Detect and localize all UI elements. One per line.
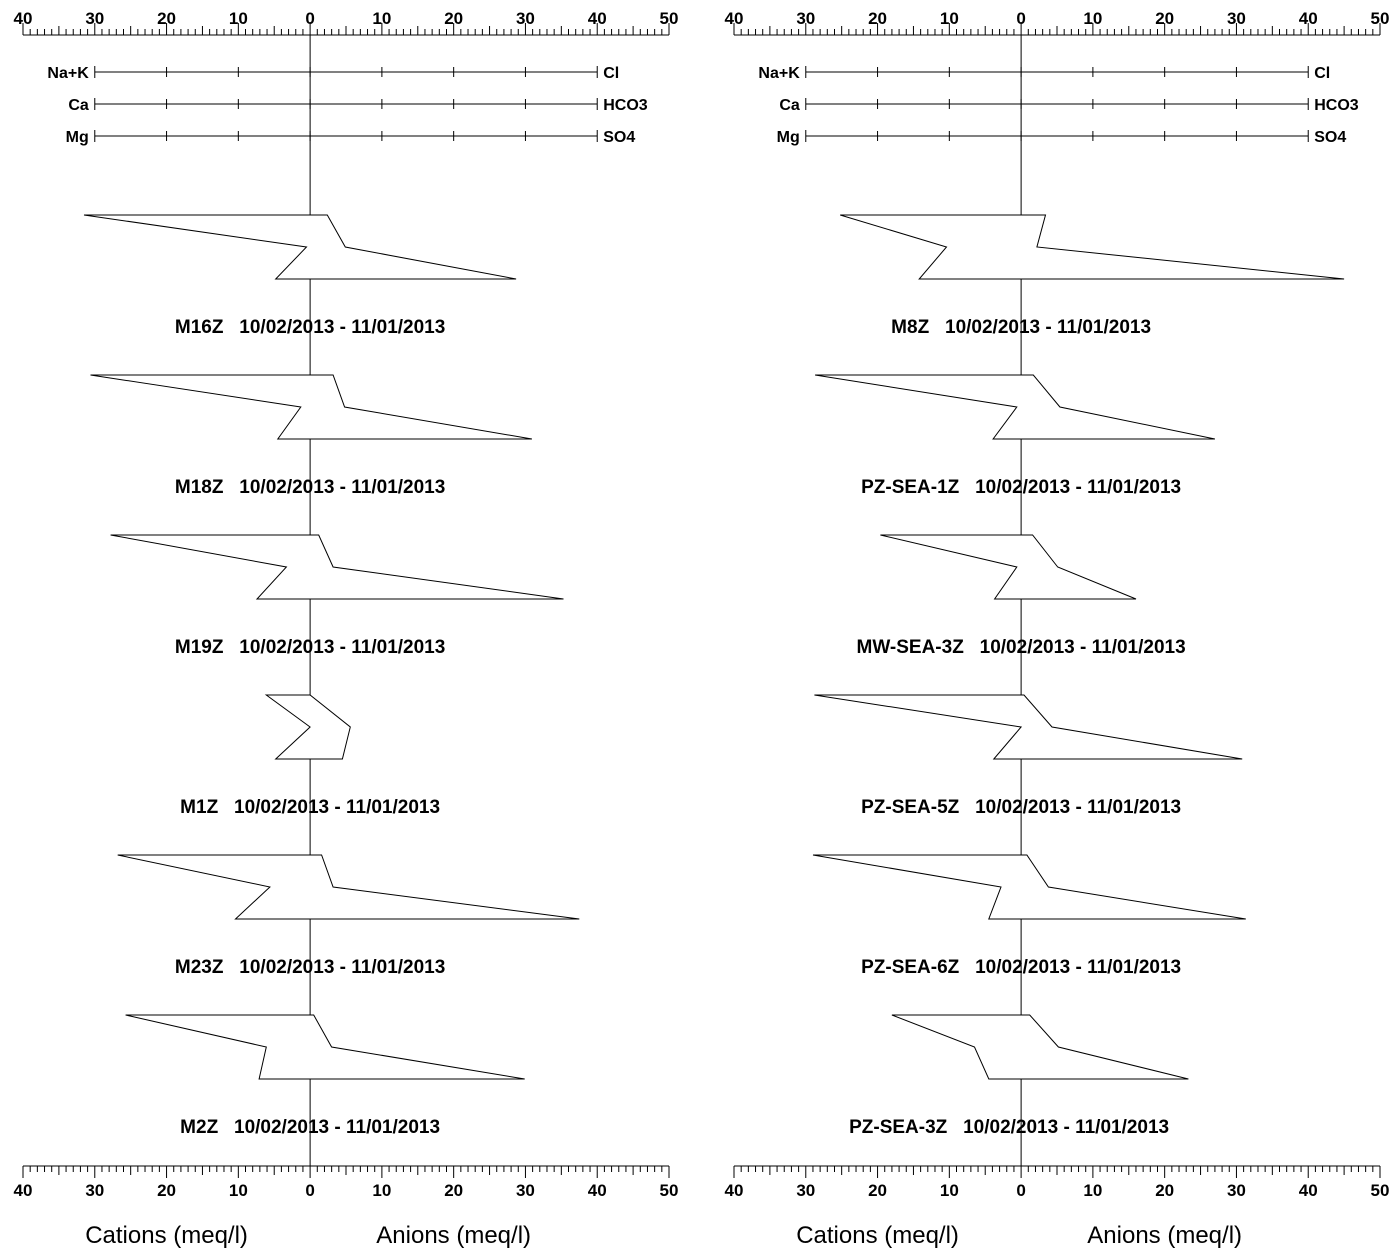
bottom-tick-label: 20 — [868, 1181, 887, 1200]
top-tick-label: 30 — [1227, 9, 1246, 28]
top-tick-label: 40 — [588, 9, 607, 28]
stiff-polygon — [812, 854, 1246, 920]
bottom-tick-label: 0 — [305, 1181, 314, 1200]
anion-label: SO4 — [603, 129, 635, 146]
stiff-polygon — [891, 1014, 1189, 1080]
anion-label: HCO3 — [603, 97, 648, 114]
stiff-panel-2: 40 30 20 10 0 10 20 30 40 50 40 30 20 10 0 10 20 30 40 50 Na… — [725, 9, 1390, 1249]
bottom-tick-label: 40 — [725, 1181, 744, 1200]
sample-label: M1Z 10/02/2013 - 11/01/2013 — [180, 797, 440, 818]
top-tick-label: 20 — [1155, 9, 1174, 28]
bottom-tick-label: 30 — [516, 1181, 535, 1200]
sample-label: M23Z 10/02/2013 - 11/01/2013 — [175, 957, 445, 978]
bottom-tick-label: 40 — [1299, 1181, 1318, 1200]
stiff-polygon — [125, 1014, 525, 1080]
stiff-polygon — [110, 534, 564, 600]
sample-label: M2Z 10/02/2013 - 11/01/2013 — [180, 1117, 440, 1138]
top-tick-label: 10 — [1083, 9, 1102, 28]
cation-label: Mg — [66, 129, 89, 146]
sample-label: PZ-SEA-5Z 10/02/2013 - 11/01/2013 — [861, 797, 1181, 818]
top-tick-label: 20 — [444, 9, 463, 28]
stiff-polygon — [840, 214, 1345, 280]
bottom-tick-label: 40 — [14, 1181, 33, 1200]
cation-label: Mg — [777, 129, 800, 146]
bottom-tick-label: 0 — [1016, 1181, 1025, 1200]
bottom-tick-label: 10 — [1083, 1181, 1102, 1200]
stiff-polygon — [90, 374, 532, 440]
cation-label: Na+K — [47, 65, 89, 82]
anion-label: SO4 — [1314, 129, 1346, 146]
top-tick-label: 10 — [229, 9, 248, 28]
anions-axis-title: Anions (meq/l) — [376, 1222, 531, 1249]
bottom-tick-label: 30 — [796, 1181, 815, 1200]
top-tick-label: 20 — [157, 9, 176, 28]
top-tick-label: 40 — [725, 9, 744, 28]
bottom-tick-label: 10 — [229, 1181, 248, 1200]
bottom-tick-label: 50 — [1371, 1181, 1390, 1200]
top-tick-label: 30 — [796, 9, 815, 28]
top-tick-label: 0 — [305, 9, 314, 28]
cations-axis-title: Cations (meq/l) — [85, 1222, 248, 1249]
bottom-tick-label: 40 — [588, 1181, 607, 1200]
anion-label: Cl — [1314, 65, 1330, 82]
bottom-tick-label: 30 — [85, 1181, 104, 1200]
stiff-polygon — [880, 534, 1137, 600]
top-tick-label: 20 — [868, 9, 887, 28]
sample-label: PZ-SEA-6Z 10/02/2013 - 11/01/2013 — [861, 957, 1181, 978]
sample-label: MW-SEA-3Z 10/02/2013 - 11/01/2013 — [857, 637, 1186, 658]
bottom-tick-label: 10 — [372, 1181, 391, 1200]
sample-label: M18Z 10/02/2013 - 11/01/2013 — [175, 477, 445, 498]
sample-label: PZ-SEA-1Z 10/02/2013 - 11/01/2013 — [861, 477, 1181, 498]
cation-label: Na+K — [758, 65, 800, 82]
sample-label: M8Z 10/02/2013 - 11/01/2013 — [891, 317, 1151, 338]
bottom-tick-label: 50 — [660, 1181, 679, 1200]
top-tick-label: 40 — [14, 9, 33, 28]
stiff-polygon — [814, 694, 1243, 760]
bottom-tick-label: 30 — [1227, 1181, 1246, 1200]
top-tick-label: 10 — [372, 9, 391, 28]
bottom-tick-label: 10 — [940, 1181, 959, 1200]
anions-axis-title: Anions (meq/l) — [1087, 1222, 1242, 1249]
bottom-tick-label: 20 — [157, 1181, 176, 1200]
top-tick-label: 0 — [1016, 9, 1025, 28]
stiff-panel-1: 40 30 20 10 0 10 20 30 40 50 40 30 20 10 0 10 20 30 40 50 Na… — [14, 9, 679, 1249]
cation-label: Ca — [779, 97, 800, 114]
bottom-tick-label: 20 — [1155, 1181, 1174, 1200]
sample-label: PZ-SEA-3Z 10/02/2013 - 11/01/2013 — [849, 1117, 1169, 1138]
anion-label: HCO3 — [1314, 97, 1359, 114]
stiff-polygon — [83, 214, 517, 280]
sample-label: M19Z 10/02/2013 - 11/01/2013 — [175, 637, 445, 658]
stiff-polygon — [117, 854, 580, 920]
cation-label: Ca — [68, 97, 89, 114]
top-tick-label: 50 — [1371, 9, 1390, 28]
top-tick-label: 30 — [85, 9, 104, 28]
top-tick-label: 40 — [1299, 9, 1318, 28]
stiff-polygon — [264, 694, 351, 760]
top-tick-label: 50 — [660, 9, 679, 28]
bottom-tick-label: 20 — [444, 1181, 463, 1200]
anion-label: Cl — [603, 65, 619, 82]
top-tick-label: 10 — [940, 9, 959, 28]
cations-axis-title: Cations (meq/l) — [796, 1222, 959, 1249]
sample-label: M16Z 10/02/2013 - 11/01/2013 — [175, 317, 445, 338]
top-tick-label: 30 — [516, 9, 535, 28]
stiff-polygon — [815, 374, 1216, 440]
